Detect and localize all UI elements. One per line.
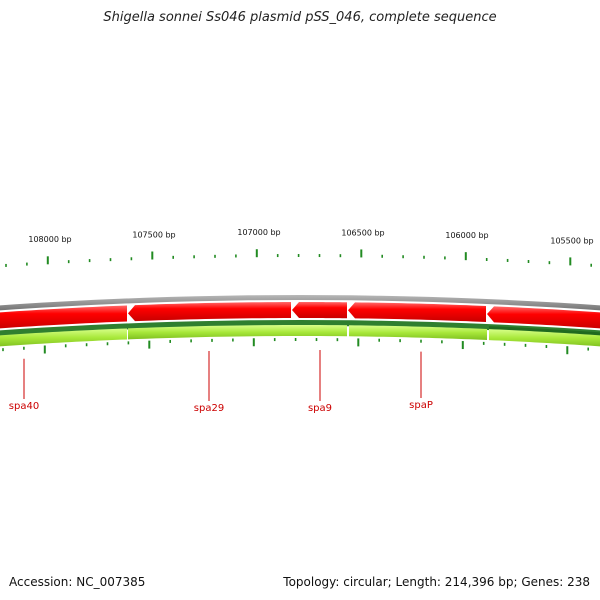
cds-reverse-0 (0, 305, 127, 329)
scale-label: 106500 bp (341, 228, 384, 237)
gene-band-dark (0, 320, 600, 337)
cds-reverse-2 (292, 302, 347, 319)
gene-label-spa29: spa29 (194, 403, 224, 414)
gene-label-spa40: spa40 (9, 401, 39, 412)
cds-forward-1 (128, 325, 347, 340)
scale-label: 105500 bp (550, 237, 593, 246)
scale-label: 107000 bp (237, 228, 280, 237)
sequence-summary-text: Topology: circular; Length: 214,396 bp; … (283, 575, 590, 589)
accession-text: Accession: NC_007385 (9, 575, 146, 589)
scale-label: 108000 bp (28, 235, 71, 244)
cds-reverse-4 (487, 306, 600, 329)
cds-forward-0 (0, 328, 127, 347)
map-title: Shigella sonnei Ss046 plasmid pSS_046, c… (103, 10, 497, 25)
gene-label-spa9: spa9 (308, 403, 332, 414)
scale-label: 106000 bp (445, 231, 488, 240)
scale-label: 107500 bp (132, 230, 175, 239)
cds-forward-3 (489, 329, 600, 347)
cds-reverse-1 (128, 302, 291, 322)
cds-reverse-3 (348, 302, 486, 322)
backbone-ring (0, 295, 600, 311)
cds-forward-2 (349, 325, 487, 341)
gene-label-spaP: spaP (409, 400, 433, 411)
